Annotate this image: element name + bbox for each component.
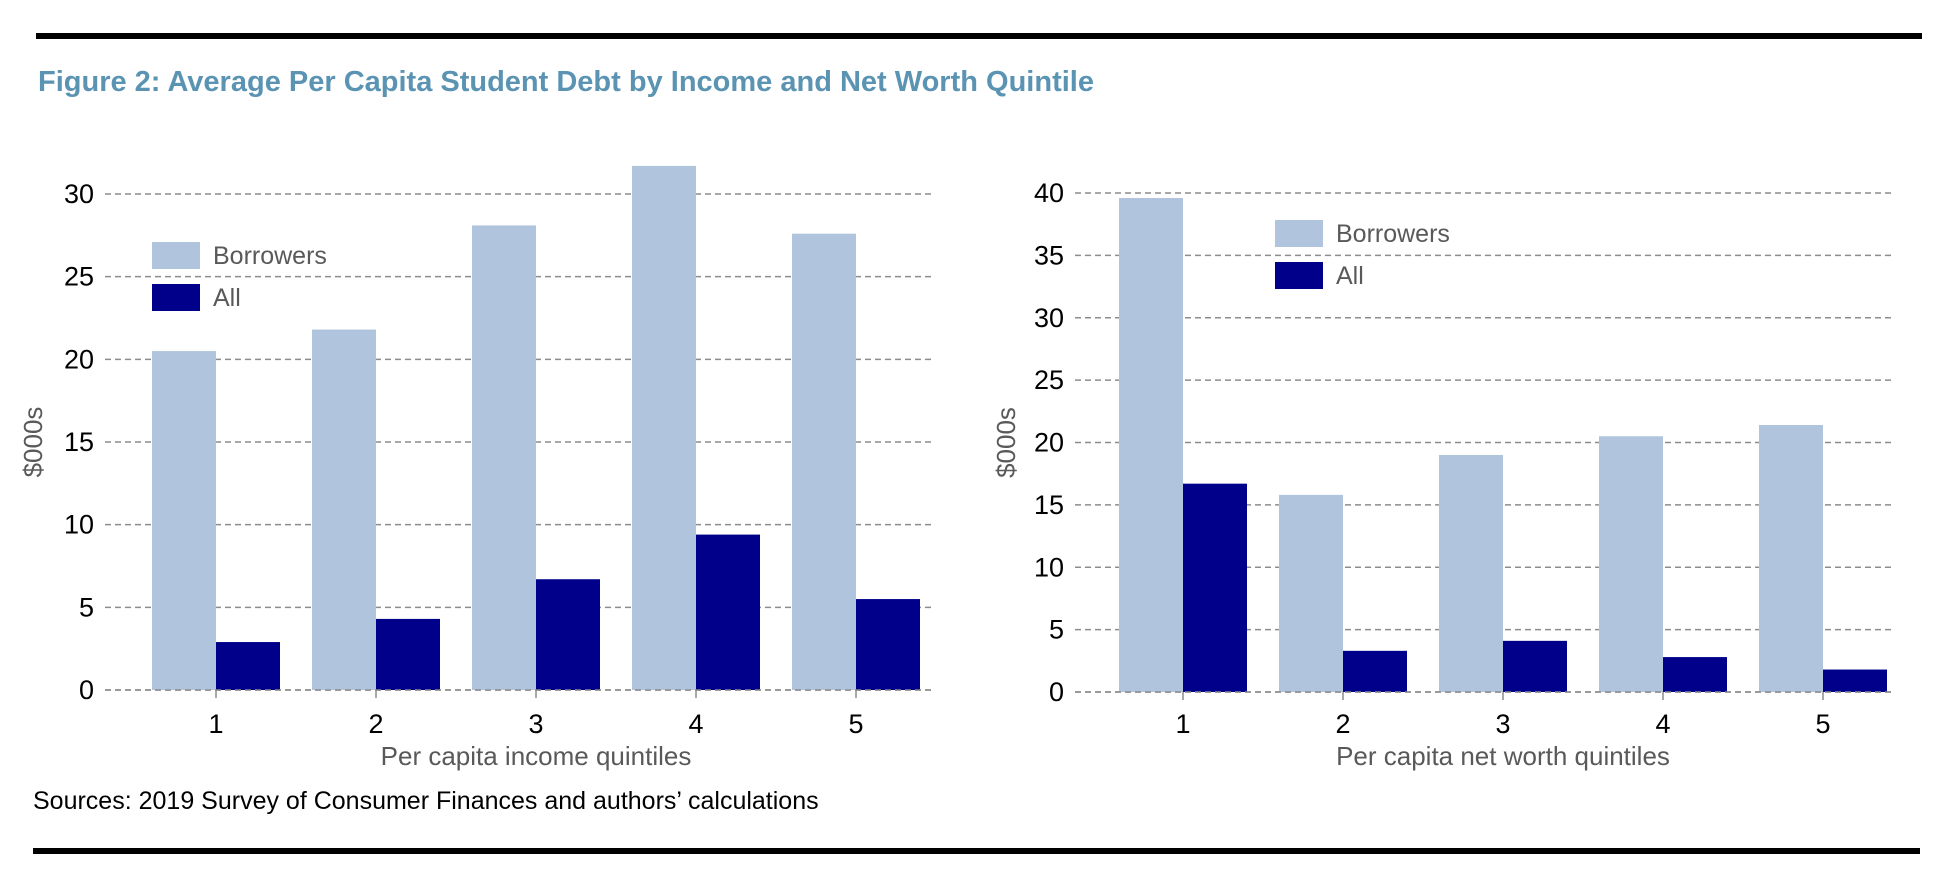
y-tick-label: 30 bbox=[1034, 303, 1064, 333]
bar-all-3 bbox=[536, 579, 600, 690]
bar-all-2 bbox=[1343, 650, 1407, 692]
y-tick-label: 20 bbox=[64, 344, 94, 374]
sources-note: Sources: 2019 Survey of Consumer Finance… bbox=[33, 787, 819, 815]
bottom-rule bbox=[33, 848, 1920, 854]
legend-swatch-borrowers bbox=[152, 242, 200, 269]
legend-label-all: All bbox=[1336, 262, 1364, 290]
y-axis-label: $000s bbox=[991, 407, 1021, 478]
y-tick-label: 15 bbox=[1034, 490, 1064, 520]
legend-swatch-all bbox=[152, 284, 200, 311]
x-tick-label: 1 bbox=[208, 709, 223, 739]
bar-borrowers-1 bbox=[152, 351, 216, 690]
y-tick-label: 5 bbox=[79, 592, 94, 622]
y-tick-label: 30 bbox=[64, 179, 94, 209]
x-tick-label: 4 bbox=[688, 709, 703, 739]
net-worth-quintile-chart: 0 5 10 15 20 25 30 35 40 1 2 3 4 5 Per capita net wort… bbox=[991, 178, 1892, 771]
bar-borrowers-2 bbox=[312, 329, 376, 690]
bar-borrowers-3 bbox=[472, 225, 536, 690]
y-tick-label: 10 bbox=[1034, 552, 1064, 582]
bar-borrowers-4 bbox=[1599, 436, 1663, 692]
income-quintile-chart: 0 5 10 15 20 25 30 1 2 3 4 5 Per capita income quint… bbox=[18, 165, 935, 771]
legend-label-borrowers: Borrowers bbox=[213, 242, 327, 270]
bar-borrowers-1 bbox=[1119, 197, 1183, 693]
legend-label-all: All bbox=[213, 284, 241, 312]
bar-borrowers-4 bbox=[632, 165, 696, 691]
y-tick-label: 35 bbox=[1034, 240, 1064, 270]
bar-all-4 bbox=[696, 534, 760, 690]
x-tick-label: 1 bbox=[1175, 709, 1190, 739]
y-axis-label: $000s bbox=[18, 407, 48, 478]
bar-all-1 bbox=[216, 642, 280, 690]
y-tick-label: 0 bbox=[79, 675, 94, 705]
x-tick-label: 5 bbox=[1815, 709, 1830, 739]
x-tick-label: 2 bbox=[1335, 709, 1350, 739]
y-tick-label: 10 bbox=[64, 510, 94, 540]
x-tick-label: 4 bbox=[1655, 709, 1670, 739]
legend-swatch-all bbox=[1275, 262, 1323, 289]
y-tick-label: 25 bbox=[1034, 365, 1064, 395]
y-tick-label: 15 bbox=[64, 427, 94, 457]
y-tick-label: 20 bbox=[1034, 428, 1064, 458]
y-tick-label: 0 bbox=[1049, 677, 1064, 707]
x-axis-label: Per capita net worth quintiles bbox=[1336, 741, 1670, 771]
bar-all-1 bbox=[1183, 483, 1247, 692]
bar-all-4 bbox=[1663, 657, 1727, 692]
y-tick-label: 25 bbox=[64, 262, 94, 292]
bar-borrowers-2 bbox=[1279, 494, 1343, 692]
figure-title: Figure 2: Average Per Capita Student Deb… bbox=[38, 66, 1094, 98]
bar-all-5 bbox=[856, 599, 920, 690]
x-axis-label: Per capita income quintiles bbox=[381, 741, 692, 771]
legend-swatch-borrowers bbox=[1275, 220, 1323, 247]
y-tick-label: 5 bbox=[1049, 615, 1064, 645]
bar-all-3 bbox=[1503, 640, 1567, 692]
x-tick-label: 5 bbox=[848, 709, 863, 739]
y-tick-label: 40 bbox=[1034, 178, 1064, 208]
x-tick-label: 2 bbox=[368, 709, 383, 739]
bar-borrowers-5 bbox=[792, 233, 856, 690]
bar-borrowers-3 bbox=[1439, 454, 1503, 692]
bar-all-5 bbox=[1823, 669, 1887, 692]
x-tick-label: 3 bbox=[1495, 709, 1510, 739]
top-rule bbox=[36, 33, 1922, 39]
x-tick-label: 3 bbox=[528, 709, 543, 739]
bar-borrowers-5 bbox=[1759, 425, 1823, 692]
legend-label-borrowers: Borrowers bbox=[1336, 220, 1450, 248]
bar-all-2 bbox=[376, 618, 440, 690]
